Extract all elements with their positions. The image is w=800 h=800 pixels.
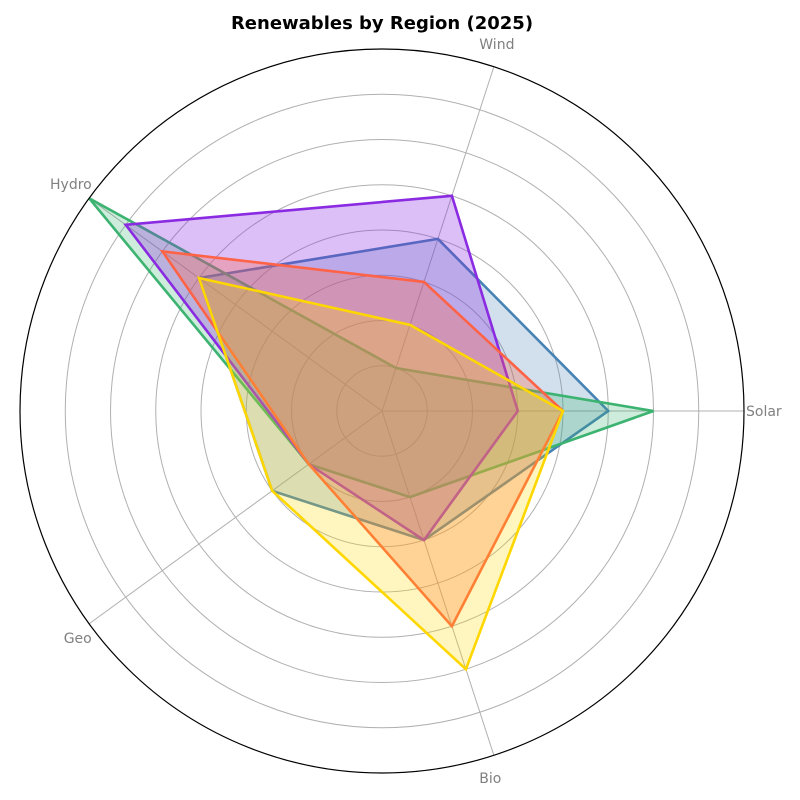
polar-frame [19, 48, 745, 774]
axis-label-layer: Solar Wind Hydro Geo Bio [50, 37, 782, 787]
axis-label-wind: Wind [479, 37, 514, 53]
series-layer [88, 194, 654, 672]
series-5-polygon [197, 276, 565, 672]
series-2-polygon [88, 197, 654, 499]
axis-label-hydro: Hydro [50, 177, 92, 193]
chart-title: Renewables by Region (2025) [231, 13, 533, 34]
spoke-hydro [88, 197, 383, 412]
axis-label-geo: Geo [64, 631, 92, 647]
series-4-polygon [159, 249, 565, 629]
spoke-bio [381, 410, 495, 756]
axis-label-bio: Bio [479, 771, 501, 787]
spoke-geo [88, 410, 383, 625]
axis-label-solar: Solar [746, 404, 782, 420]
